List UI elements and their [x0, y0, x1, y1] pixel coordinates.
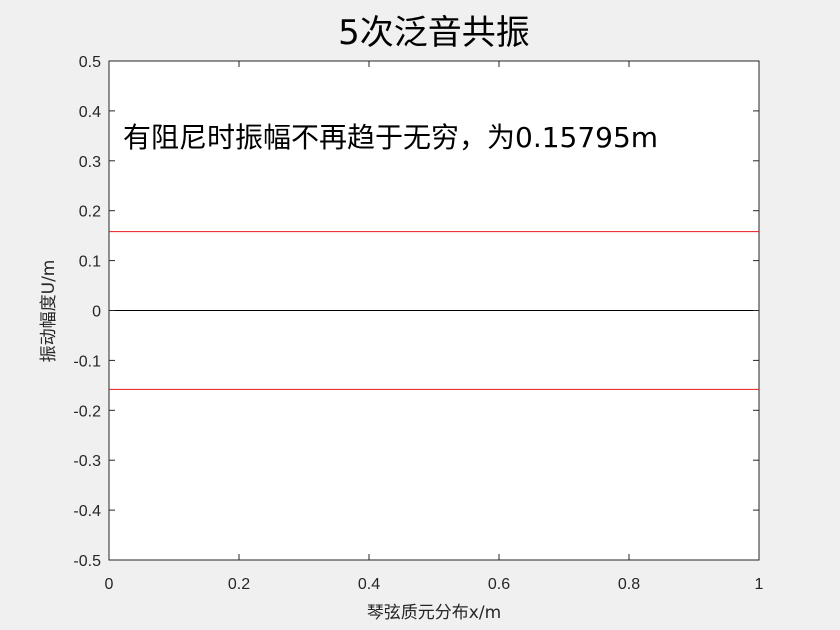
y-tick-label: 0.1 — [79, 254, 101, 271]
y-tick-label: 0.2 — [79, 204, 101, 221]
chart-annotation: 有阻尼时振幅不再趋于无穷，为0.15795m — [123, 121, 658, 154]
chart-title: 5次泛音共振 — [338, 13, 530, 53]
y-tick-label: -0.5 — [73, 553, 101, 570]
y-tick-label: -0.2 — [73, 403, 101, 420]
x-tick-label: 1 — [755, 576, 764, 593]
ticks-layer: 0 0.2 0.4 0.6 0.8 1 0.5 0.4 0.3 0.2 0.1 0 -0.1 -0.2 -0… — [73, 54, 763, 593]
x-tick-label: 0 — [105, 576, 114, 593]
x-tick-label: 0.8 — [618, 576, 640, 593]
x-axis-title: 琴弦质元分布x/m — [367, 603, 501, 623]
y-tick-label: -0.3 — [73, 453, 101, 470]
y-tick-label: -0.1 — [73, 353, 101, 370]
series-layer — [109, 231, 759, 390]
x-tick-label: 0.2 — [228, 576, 250, 593]
x-tick-label: 0.4 — [358, 576, 380, 593]
y-tick-label: -0.4 — [73, 503, 101, 520]
y-axis-title: 振动幅度U/m — [39, 260, 59, 363]
y-tick-label: 0.5 — [79, 54, 101, 71]
x-tick-label: 0.6 — [488, 576, 510, 593]
y-tick-label: 0.3 — [79, 154, 101, 171]
y-tick-label: 0.4 — [79, 104, 101, 121]
y-tick-label: 0 — [92, 304, 101, 321]
